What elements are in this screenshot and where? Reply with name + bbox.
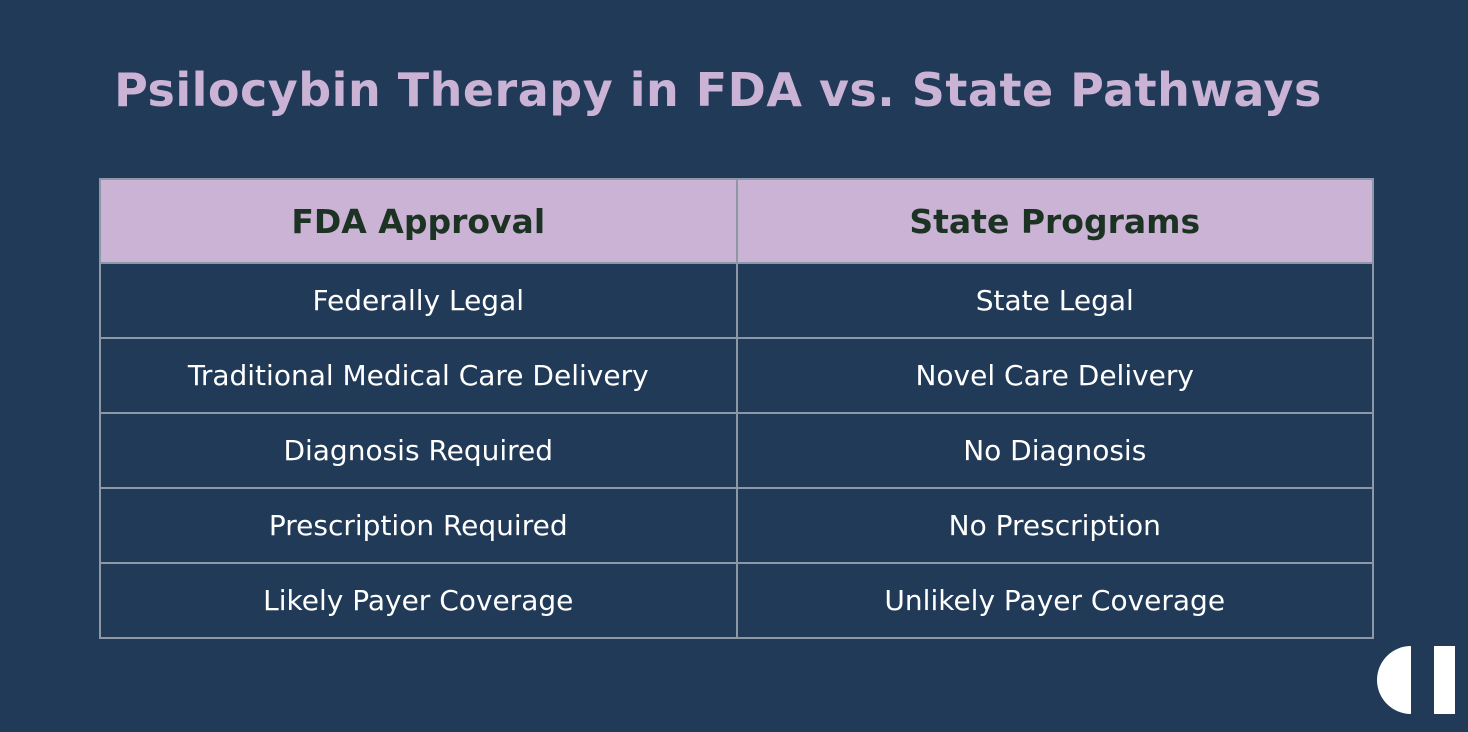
table-row: Diagnosis Required No Diagnosis [99, 412, 1374, 489]
table-cell-fda: Prescription Required [99, 487, 738, 564]
table-cell-state: State Legal [735, 262, 1374, 339]
table-row: Prescription Required No Prescription [99, 487, 1374, 564]
table-cell-state: No Prescription [735, 487, 1374, 564]
comparison-table: FDA Approval State Programs Federally Le… [99, 178, 1374, 639]
table-row: Likely Payer Coverage Unlikely Payer Cov… [99, 562, 1374, 639]
table-row: Federally Legal State Legal [99, 262, 1374, 339]
table-cell-fda: Traditional Medical Care Delivery [99, 337, 738, 414]
column-header-fda: FDA Approval [99, 178, 738, 264]
column-header-state: State Programs [735, 178, 1374, 264]
slide-title: Psilocybin Therapy in FDA vs. State Path… [114, 63, 1322, 117]
table-cell-state: Unlikely Payer Coverage [735, 562, 1374, 639]
table-cell-fda: Diagnosis Required [99, 412, 738, 489]
brand-logo-icon [1377, 646, 1455, 714]
table-header-row: FDA Approval State Programs [99, 178, 1374, 264]
table-cell-state: Novel Care Delivery [735, 337, 1374, 414]
table-cell-state: No Diagnosis [735, 412, 1374, 489]
table-cell-fda: Likely Payer Coverage [99, 562, 738, 639]
table-cell-fda: Federally Legal [99, 262, 738, 339]
table-row: Traditional Medical Care Delivery Novel … [99, 337, 1374, 414]
